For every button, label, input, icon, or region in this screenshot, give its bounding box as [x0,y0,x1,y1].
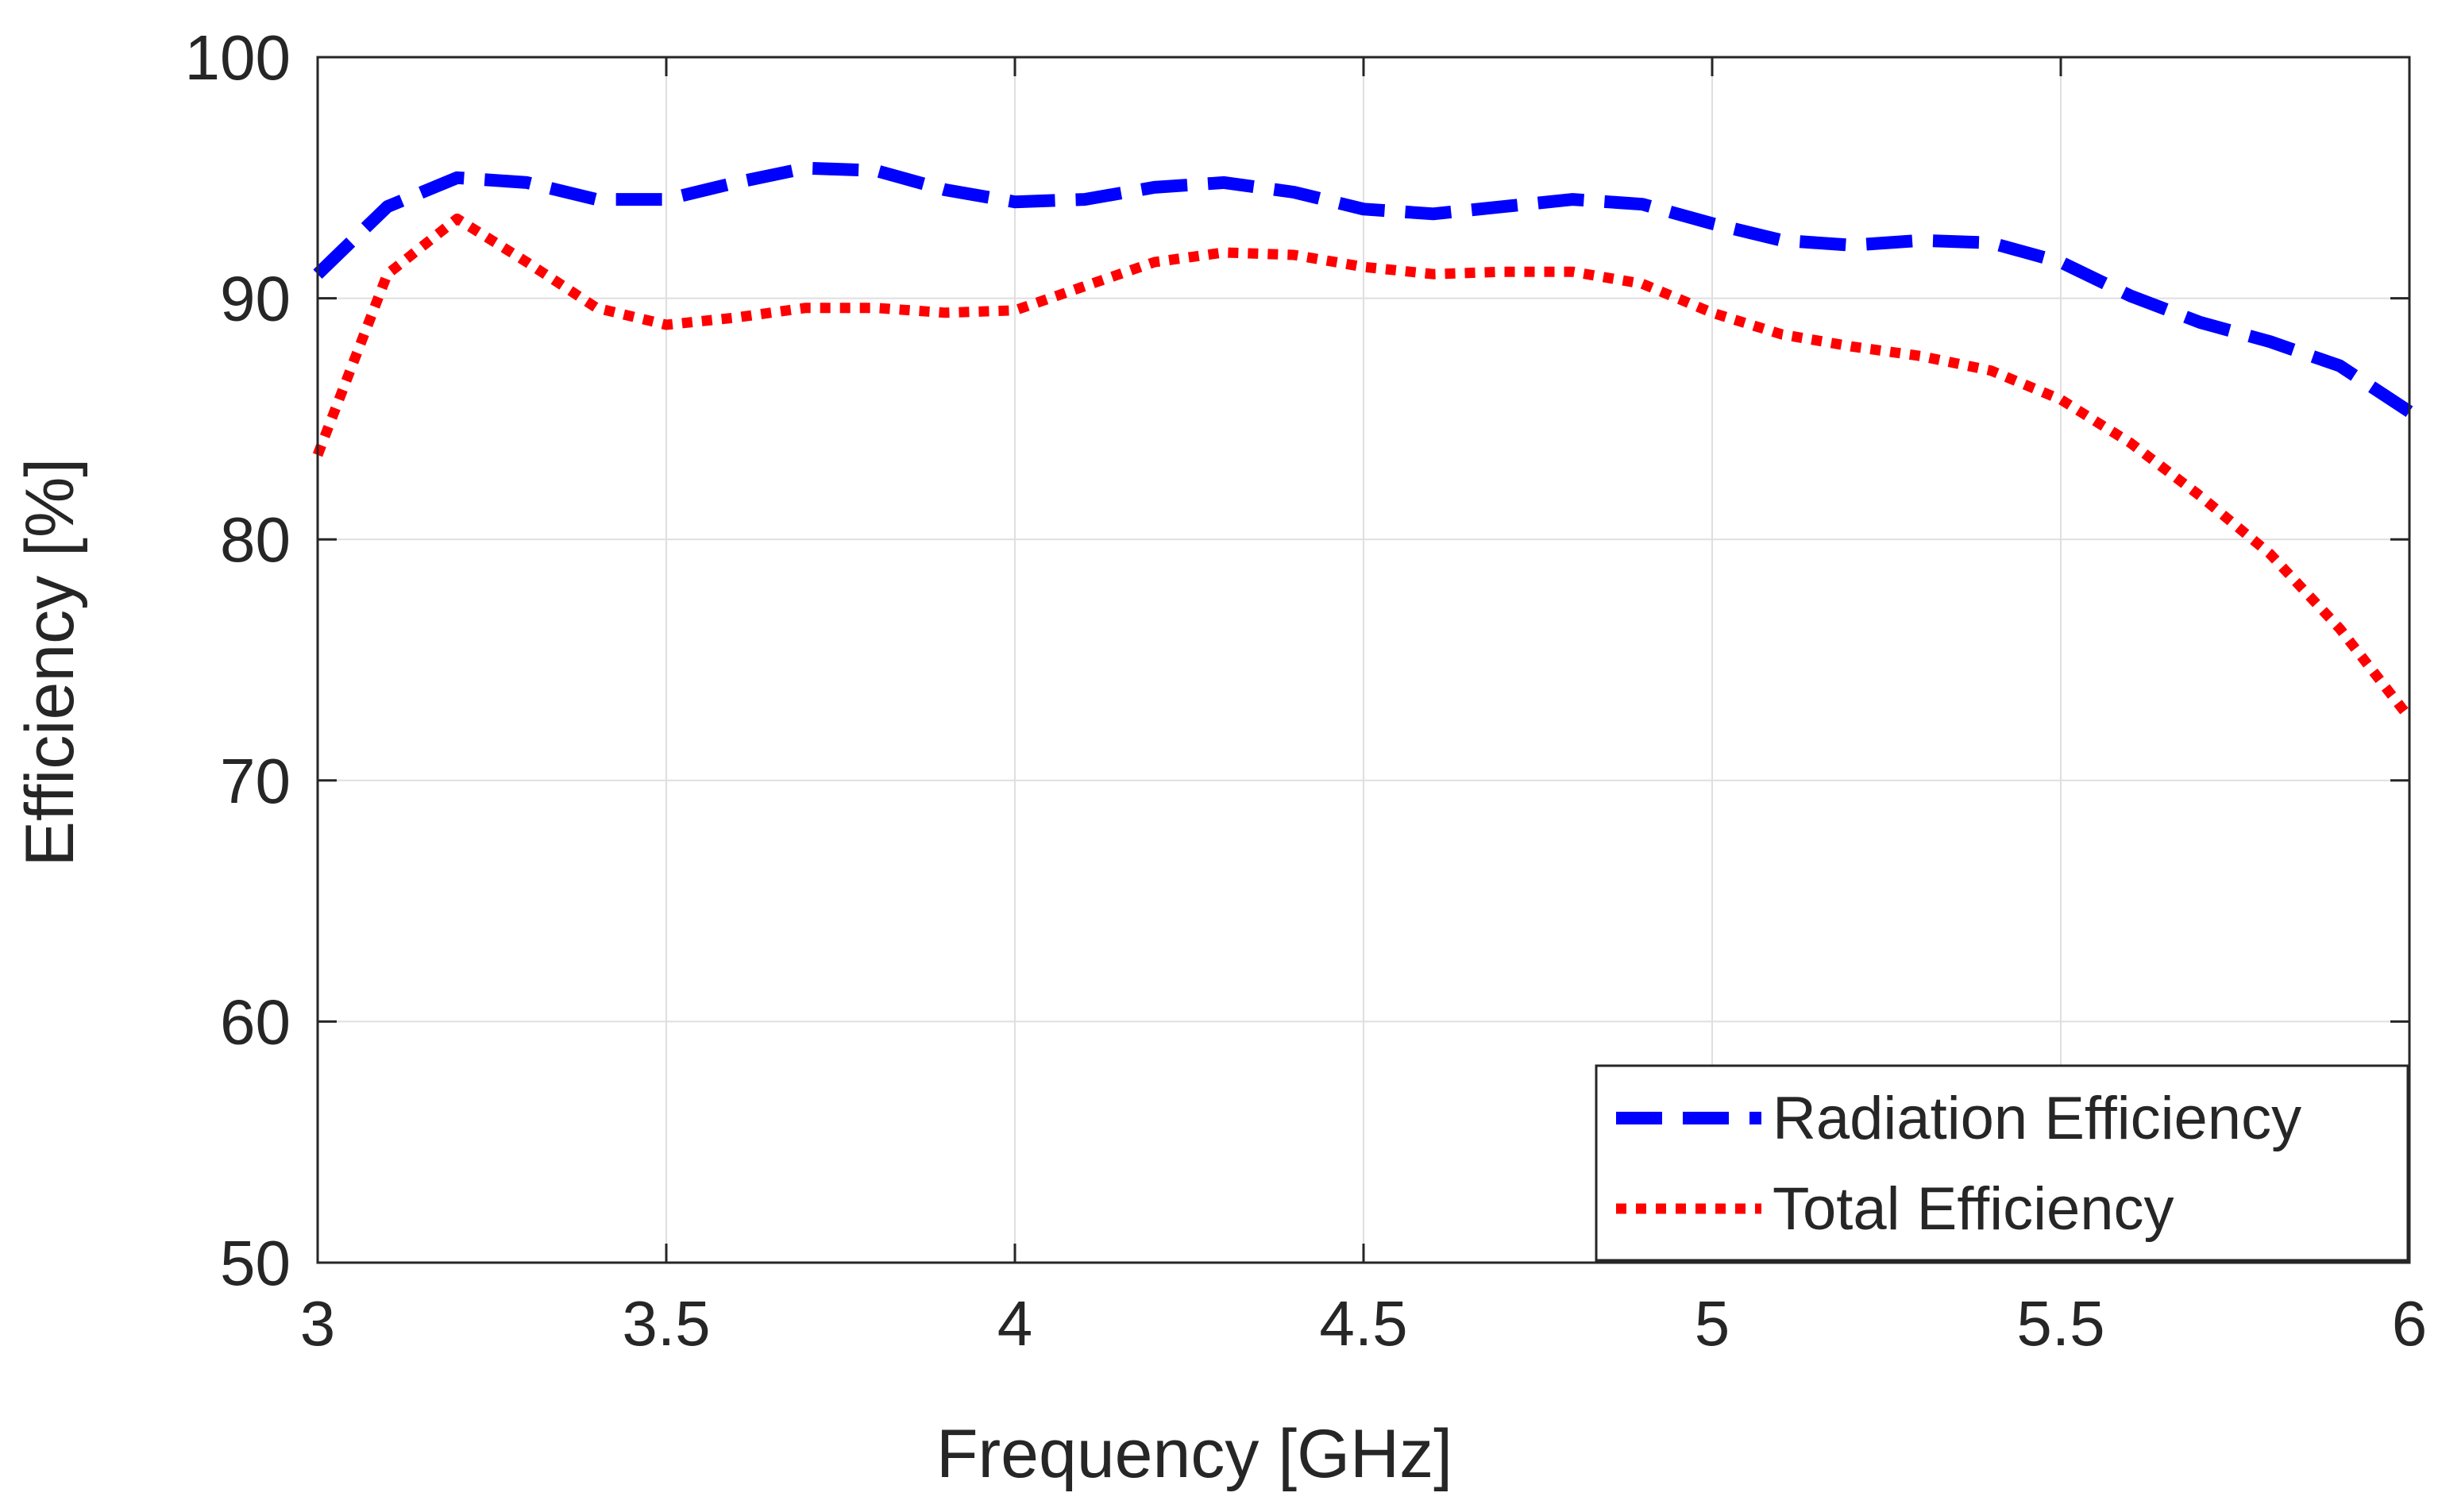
x-tick-label: 6 [2392,1288,2428,1359]
series-line-total-efficiency [312,213,2414,721]
x-tick-label: 5 [1695,1288,1730,1359]
x-axis-label: Frequency [GHz] [936,1416,1452,1492]
x-tick-label: 4 [997,1288,1033,1359]
series-line-radiation-efficiency [313,161,2413,417]
y-axis-label: Efficiency [%] [12,458,88,867]
x-tick-label: 4.5 [1319,1288,1407,1359]
legend-entry-radiation-efficiency: Radiation Efficiency [1773,1085,2301,1152]
tick-label-layer: 3 3.5 4 4.5 5 5.5 6 50 60 70 80 90 100 [185,22,2428,1359]
series-layer [312,161,2414,721]
legend-entry-total-efficiency: Total Efficiency [1773,1175,2174,1243]
x-tick-label: 5.5 [2016,1288,2104,1359]
y-tick-label: 70 [220,746,291,816]
legend: Radiation Efficiency Total Efficiency [1595,1064,2409,1262]
y-tick-label: 90 [220,264,291,334]
x-tick-label: 3 [300,1288,336,1359]
y-tick-label: 50 [220,1228,291,1298]
y-tick-label: 60 [220,986,291,1057]
x-tick-label: 3.5 [622,1288,710,1359]
legend-box [1595,1064,2409,1262]
y-tick-label: 100 [185,22,291,93]
grid-layer [318,57,2409,1263]
y-tick-label: 80 [220,504,291,575]
